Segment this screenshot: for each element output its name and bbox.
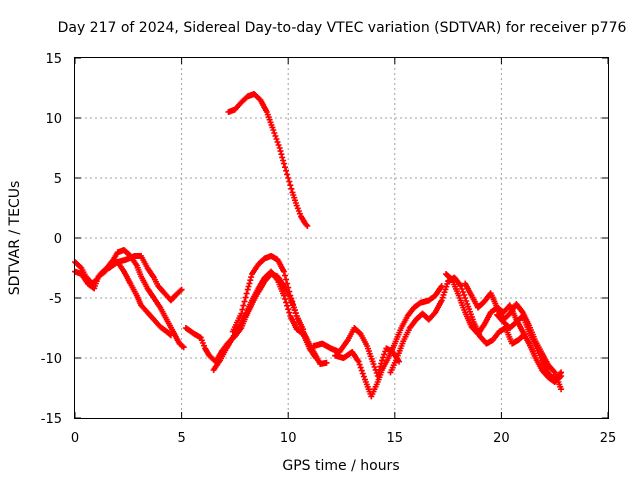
y-axis-label: SDTVAR / TECUs xyxy=(7,181,23,296)
series-track-e xyxy=(210,268,319,373)
x-tick-label: 5 xyxy=(177,431,185,446)
y-tick-label: 15 xyxy=(45,52,62,67)
y-tick-label: -10 xyxy=(41,352,62,367)
x-tick-label: 15 xyxy=(387,431,404,446)
y-tick-label: 10 xyxy=(45,112,62,127)
x-tick-label: 10 xyxy=(280,431,297,446)
data-marks xyxy=(72,91,565,400)
chart-title: Day 217 of 2024, Sidereal Day-to-day VTE… xyxy=(58,20,627,36)
series-track-f xyxy=(229,253,307,335)
series-track-i xyxy=(332,283,445,400)
data-point-markers xyxy=(182,271,330,367)
y-tick-label: 5 xyxy=(54,172,62,187)
series-track-c xyxy=(106,253,185,304)
y-tick-label: -15 xyxy=(41,412,62,427)
data-point-markers xyxy=(210,268,319,373)
y-tick-label: -5 xyxy=(49,292,62,307)
data-point-markers xyxy=(225,91,311,229)
data-point-markers xyxy=(106,253,185,304)
axis-ticks: 0 5 10 15 20 25 -15 -10 -5 0 5 10 15 xyxy=(41,52,617,446)
data-point-markers xyxy=(332,283,445,400)
series-track-b xyxy=(72,259,174,339)
x-tick-label: 0 xyxy=(71,431,79,446)
data-point-markers xyxy=(229,253,307,335)
plot-frame xyxy=(74,57,609,419)
series-track-g xyxy=(225,91,311,229)
data-point-markers xyxy=(72,259,174,339)
series-track-m xyxy=(494,311,565,383)
x-tick-label: 20 xyxy=(493,431,510,446)
x-axis-label: GPS time / hours xyxy=(282,458,399,474)
series-track-d xyxy=(182,271,330,367)
grid xyxy=(75,58,608,418)
x-tick-label: 25 xyxy=(600,431,617,446)
data-point-markers xyxy=(494,311,565,383)
y-tick-label: 0 xyxy=(54,232,62,247)
